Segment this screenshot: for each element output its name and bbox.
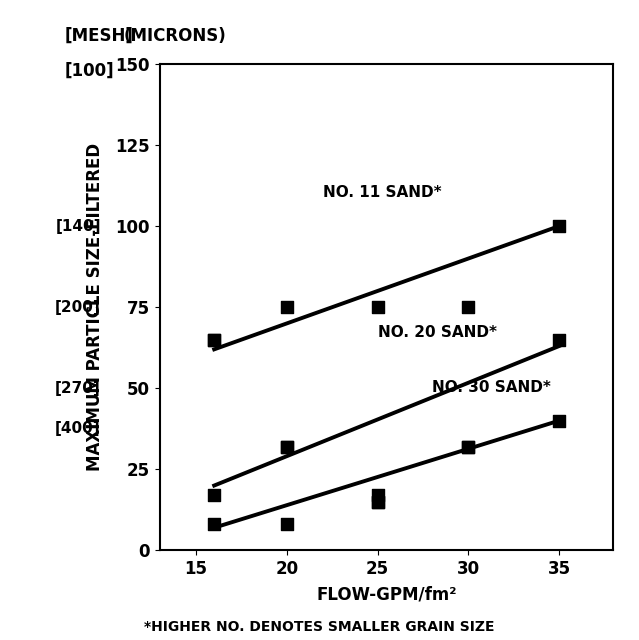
Point	[463, 302, 473, 312]
Text: [MESH]: [MESH]	[65, 26, 134, 45]
Point	[554, 221, 564, 231]
Point	[209, 335, 219, 345]
Point	[209, 490, 219, 500]
Point	[373, 302, 383, 312]
Point	[282, 442, 292, 452]
Point	[282, 302, 292, 312]
Text: NO. 30 SAND*: NO. 30 SAND*	[432, 380, 551, 395]
Point	[463, 442, 473, 452]
Text: [200]: [200]	[55, 300, 101, 315]
Text: NO. 20 SAND*: NO. 20 SAND*	[378, 324, 497, 340]
Text: [400]: [400]	[55, 421, 101, 436]
Point	[282, 519, 292, 529]
Point	[373, 497, 383, 507]
Point	[209, 335, 219, 345]
Text: [100]: [100]	[65, 61, 114, 79]
Point	[209, 519, 219, 529]
Y-axis label: MAXIMUM PARTICLE SIZE-FILTERED: MAXIMUM PARTICLE SIZE-FILTERED	[86, 143, 104, 471]
Text: NO. 11 SAND*: NO. 11 SAND*	[323, 185, 442, 200]
Point	[373, 490, 383, 500]
Text: [140]: [140]	[55, 219, 101, 234]
Point	[373, 497, 383, 507]
X-axis label: FLOW-GPM/fm²: FLOW-GPM/fm²	[316, 585, 457, 603]
Text: *HIGHER NO. DENOTES SMALLER GRAIN SIZE: *HIGHER NO. DENOTES SMALLER GRAIN SIZE	[144, 620, 495, 634]
Point	[554, 335, 564, 345]
Text: (MICRONS): (MICRONS)	[123, 26, 226, 45]
Point	[554, 415, 564, 426]
Point	[463, 442, 473, 452]
Point	[282, 442, 292, 452]
Text: [270]: [270]	[55, 381, 101, 396]
